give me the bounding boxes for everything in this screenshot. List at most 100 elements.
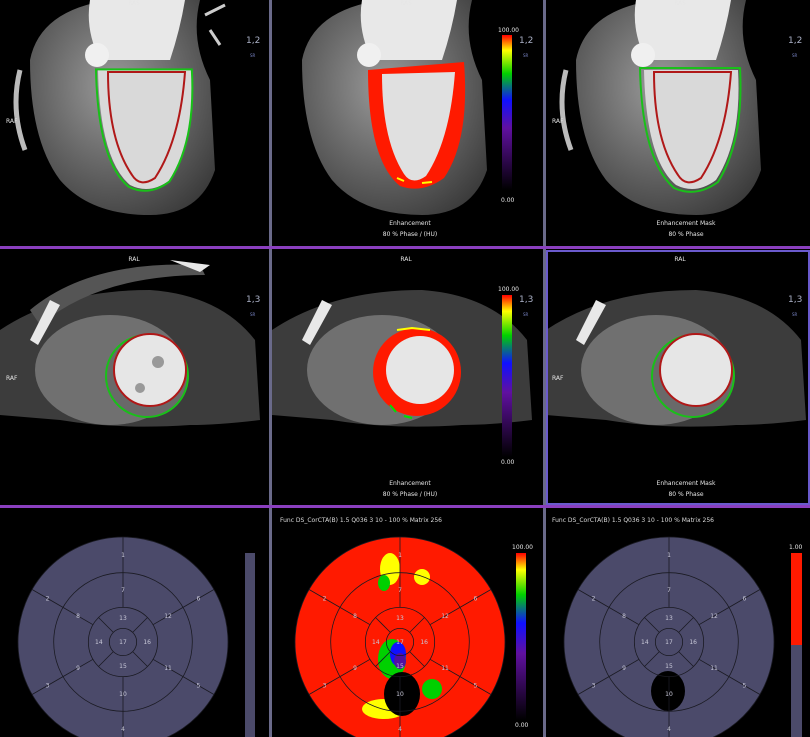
segment-label: 15 [665,663,673,670]
viewport-long-axis-mask[interactable]: RAS RAF 1,2 SR Enhancement Mask 80 % Pha… [546,0,810,246]
segment-label: 7 [398,587,402,594]
viewport-bullseye-enhancement[interactable]: Func DS_CorCTA(B) 1.5 Q036 3 10 - 100 % … [272,509,543,737]
enhancement-blob [378,575,390,591]
caption-phase: 80 % Phase / (HU) [382,231,438,238]
series-header: Func DS_CorCTA(B) 1.5 Q036 3 10 - 100 % … [552,517,714,524]
segment-label: 7 [667,587,671,594]
colorbar-min-label: 0.00 [501,459,515,466]
viewport-short-axis-left[interactable]: RAL RAF 1,3 SR [0,250,269,505]
segment-label: 8 [353,613,357,620]
orientation-top-label: RAL [128,256,140,263]
orientation-left-label: RAF [552,375,564,382]
caption-title: Enhancement [389,480,431,487]
segment-label: 2 [46,595,50,602]
segment-label: 15 [396,663,404,670]
orientation-top-label: RAL [400,256,412,263]
segment-label: 11 [164,665,172,672]
viewport-long-axis-left[interactable]: RAS RAF 1,2 SR [0,0,269,246]
segment-label: 5 [474,683,478,690]
segment-label: 4 [121,726,125,733]
segment-label: 1 [398,552,402,559]
caption-title: Enhancement Mask [656,220,716,227]
orientation-left-label: RAF [6,118,18,125]
segment-label: 13 [119,615,127,622]
segment-label: 9 [76,665,80,672]
segment-label: 1 [667,552,671,559]
orientation-top-label: RAL [674,256,686,263]
viewport-bullseye-empty[interactable]: 1 2 3 4 5 6 7 8 9 10 11 12 13 14 15 16 17 [0,509,269,737]
mask-defect [651,671,685,711]
segment-label: 16 [143,639,151,646]
series-header: Func DS_CorCTA(B) 1.5 Q036 3 10 - 100 % … [280,517,442,524]
segment-label: 14 [372,639,380,646]
segment-label: 1 [121,552,125,559]
segment-label: 9 [353,665,357,672]
orientation-top-label: RAS [674,0,686,7]
ct-image-mask [559,0,761,215]
colorbar-max-label: 100.00 [498,27,519,34]
segment-label: 9 [622,665,626,672]
colorbar-max-label: 100.00 [512,544,533,551]
segment-label: 8 [76,613,80,620]
segment-label: 3 [323,683,327,690]
segment-label: 17 [119,639,127,646]
slice-number: 1,2 [246,36,261,46]
segment-label: 6 [474,595,478,602]
caption-title: Enhancement Mask [656,480,716,487]
ct-image-short-axis-overlay [272,290,532,457]
segment-label: 17 [396,639,404,646]
orientation-top-label: RAS [400,0,412,7]
segment-label: 2 [323,595,327,602]
segment-label: 13 [665,615,673,622]
slice-number: 1,3 [246,295,261,305]
ct-image-long-axis [0,0,269,246]
caption-phase: 80 % Phase [668,491,704,498]
ct-image-short-axis-mask [546,250,810,505]
segment-label: 14 [641,639,649,646]
segment-label: 2 [592,595,596,602]
enhancement-blob [422,679,442,699]
series-marker: SR [523,53,529,58]
slice-number: 1,2 [788,36,803,46]
series-marker: SR [792,53,798,58]
viewport-short-axis-enhancement[interactable]: RAL 1,3 SR 100.00 0.00 Enhancement 80 % … [272,250,543,505]
segment-label: 15 [119,663,127,670]
ct-image-enhancement-overlay [302,0,512,215]
segment-label: 6 [197,595,201,602]
segment-label: 8 [622,613,626,620]
segment-label: 13 [396,615,404,622]
segment-label: 3 [46,683,50,690]
segment-label: 16 [689,639,697,646]
segment-label: 12 [710,613,718,620]
segment-label: 16 [420,639,428,646]
viewport-short-axis-mask[interactable]: RAL RAF 1,3 SR Enhancement Mask 80 % Pha… [546,250,810,505]
enhancement-blob [394,653,406,669]
colorbar [245,553,255,737]
colorbar-min-label: 0.00 [501,197,515,204]
series-marker: SR [792,312,798,317]
colorbar-min-label: 0.00 [515,722,529,729]
caption-title: Enhancement [389,220,431,227]
segment-label: 7 [121,587,125,594]
slice-number: 1,3 [519,295,534,305]
divider-horizontal-2 [0,505,810,508]
segment-label: 11 [710,665,718,672]
series-marker: SR [250,312,256,317]
slice-number: 1,3 [788,295,803,305]
divider-horizontal-1 [0,246,810,249]
ct-image-short-axis [0,260,260,427]
segment-label: 10 [396,691,404,698]
viewport-long-axis-enhancement[interactable]: RAS 1,2 SR 100.00 0.00 Enhancement 80 % … [272,0,543,246]
caption-phase: 80 % Phase [668,231,704,238]
segment-label: 4 [667,726,671,733]
segment-label: 4 [398,726,402,733]
segment-label: 3 [592,683,596,690]
viewport-bullseye-mask[interactable]: Func DS_CorCTA(B) 1.5 Q036 3 10 - 100 % … [546,509,810,737]
enhancement-blob [384,672,420,716]
colorbar-mask-negative [791,645,802,737]
enhancement-blob [414,569,430,585]
active-viewport-border [546,250,810,505]
segment-label: 11 [441,665,449,672]
colorbar [502,35,512,190]
